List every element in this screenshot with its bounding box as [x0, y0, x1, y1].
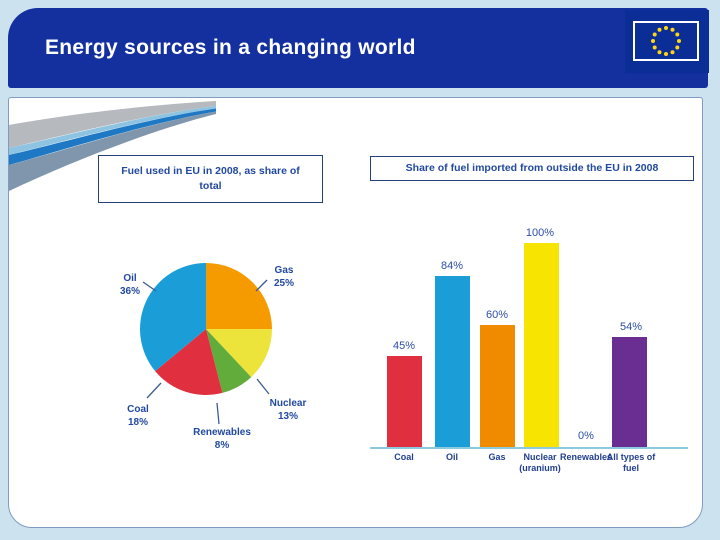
pie-slice-nuclear [206, 329, 272, 378]
pie-chart [140, 263, 272, 395]
bar-chart-title: Share of fuel imported from outside the … [370, 156, 694, 181]
pie-label-nuclear: Nuclear 13% [269, 398, 307, 422]
bar-x-label-oil: Oil [445, 452, 458, 462]
bar-value-label-gas: 60% [485, 309, 509, 321]
pie-slice-gas [206, 263, 272, 329]
pie-label-gas: Gas 25% [273, 265, 294, 289]
bar-value-label-coal: 45% [392, 340, 416, 352]
pie-leader-line-oil [142, 281, 157, 292]
pie-leader-line-gas [255, 279, 268, 292]
pie-label-coal: Coal 18% [127, 404, 149, 428]
eu-flag-stars [651, 26, 681, 56]
bar-value-label-all-types-of-fuel: 54% [619, 321, 643, 333]
corner-swoosh-decoration [9, 101, 216, 191]
pie-leader-line-renewables [216, 402, 220, 425]
pie-slice-renewables [206, 329, 252, 393]
bar-chart-x-axis [370, 447, 688, 449]
page-title: Energy sources in a changing world [45, 36, 416, 59]
bar-x-label-gas: Gas [488, 452, 506, 462]
bar-value-label-oil: 84% [440, 260, 464, 272]
bar-nuclear-uranium [524, 243, 559, 448]
bar-all-types-of-fuel [612, 337, 647, 448]
pie-leader-line-coal [146, 382, 162, 399]
pie-label-oil: Oil 36% [119, 273, 140, 297]
bar-x-label-renewables: Renewables [559, 452, 613, 462]
eu-flag-icon [625, 10, 709, 73]
bar-x-label-coal: Coal [394, 452, 414, 462]
eu-flag-border [633, 21, 699, 61]
title-banner: Energy sources in a changing world [8, 8, 708, 88]
pie-chart-title: Fuel used in EU in 2008, as share of tot… [98, 155, 323, 203]
bar-x-label-nuclear-uranium: Nuclear (uranium) [519, 452, 561, 474]
bar-value-label-renewables: 0% [578, 430, 594, 442]
pie-leader-lines [142, 279, 270, 425]
pie-leader-line-nuclear [256, 378, 270, 395]
bar-oil [435, 276, 470, 448]
bar-value-label-nuclear-uranium: 100% [525, 227, 555, 239]
bar-coal [387, 356, 422, 448]
pie-slice-coal [155, 329, 223, 395]
pie-slice-oil [140, 263, 206, 372]
pie-label-renewables: Renewables 8% [193, 427, 251, 451]
bar-x-label-all-types-of-fuel: All types of fuel [606, 452, 656, 474]
bar-gas [480, 325, 515, 448]
